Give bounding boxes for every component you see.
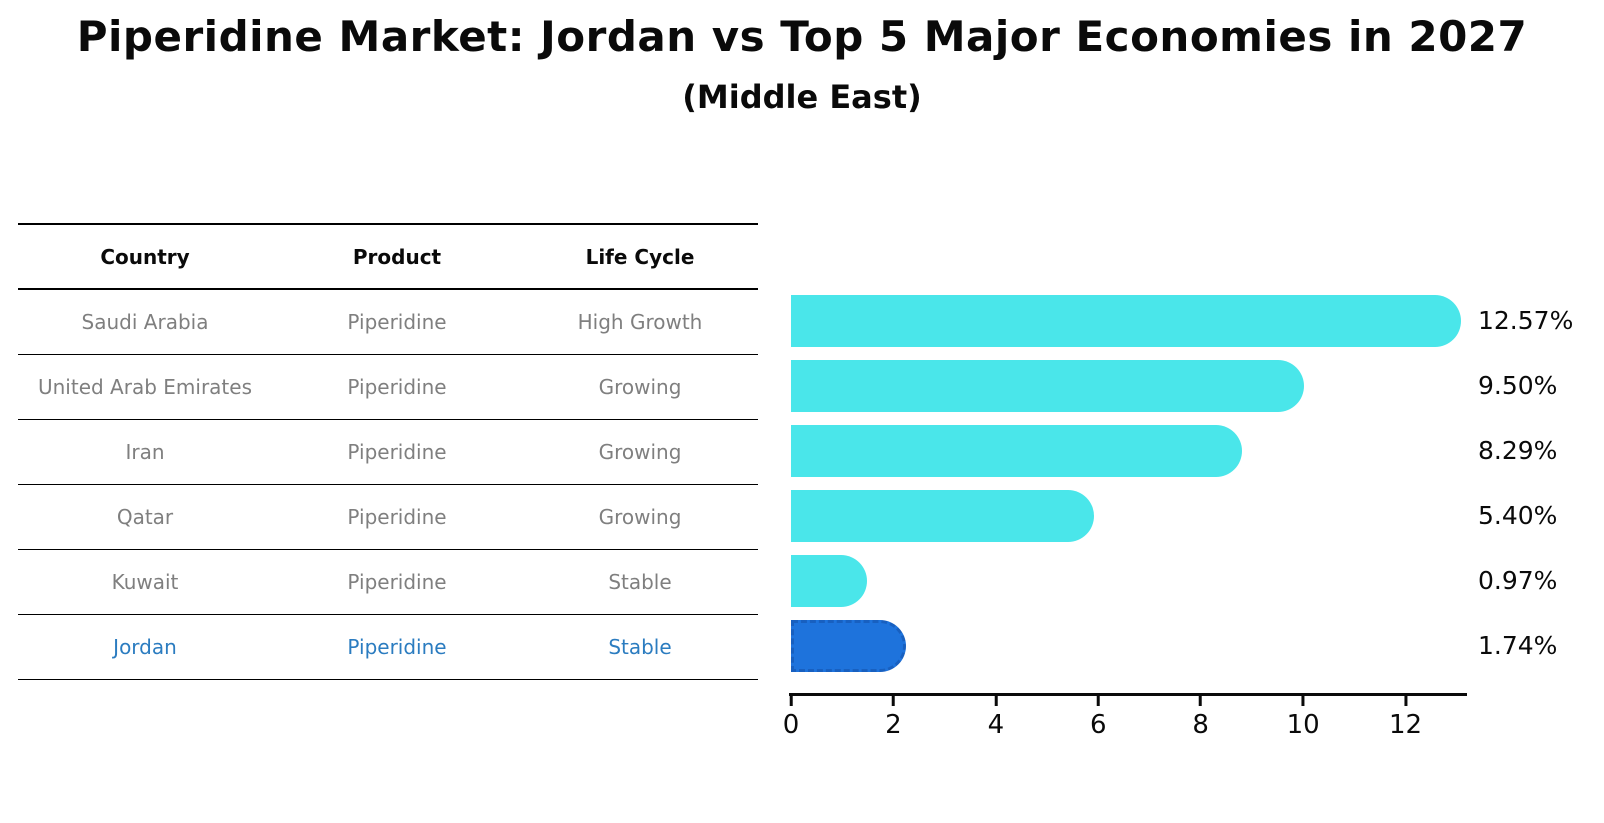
bar-chart-plot-area <box>791 288 1467 678</box>
column-header-life-cycle: Life Cycle <box>585 244 695 269</box>
tick-mark <box>891 696 895 706</box>
value-label-iran: 8.29% <box>1478 436 1558 465</box>
tick-mark <box>789 696 793 706</box>
table-row: Qatar Piperidine Growing <box>18 485 758 550</box>
country-info-table: Country Product Life Cycle Saudi Arabia … <box>18 223 758 680</box>
column-header-country: Country <box>100 244 190 269</box>
tick-mark <box>994 696 998 706</box>
bar-row <box>791 288 1467 353</box>
tick-mark <box>1096 696 1100 706</box>
tick-mark <box>1301 696 1305 706</box>
cell-product: Piperidine <box>347 505 447 529</box>
x-tick: 0 <box>782 696 800 740</box>
cell-product: Piperidine <box>347 635 447 659</box>
bar-saudi-arabia <box>791 294 1461 347</box>
cell-product: Piperidine <box>347 375 447 399</box>
cell-life-cycle: Growing <box>598 505 682 529</box>
chart-title: Piperidine Market: Jordan vs Top 5 Major… <box>76 12 1528 61</box>
value-labels: 12.57% 9.50% 8.29% 5.40% 0.97% 1.74% <box>1478 288 1598 678</box>
x-tick: 4 <box>987 696 1005 740</box>
chart-subtitle: (Middle East) <box>682 78 922 116</box>
bar-row <box>791 613 1467 678</box>
bar-row <box>791 418 1467 483</box>
bar-row <box>791 483 1467 548</box>
x-tick: 10 <box>1287 696 1320 740</box>
cell-country: United Arab Emirates <box>37 375 252 399</box>
table-row-jordan-highlighted: Jordan Piperidine Stable <box>18 615 758 680</box>
x-tick: 8 <box>1192 696 1209 740</box>
cell-country: Jordan <box>113 635 177 659</box>
tick-label: 6 <box>1089 710 1107 740</box>
tick-label: 0 <box>782 710 800 740</box>
value-label-saudi-arabia: 12.57% <box>1478 306 1574 335</box>
x-tick: 6 <box>1090 696 1107 740</box>
table-row: United Arab Emirates Piperidine Growing <box>18 355 758 420</box>
tick-label: 4 <box>987 710 1005 740</box>
tick-mark <box>1404 696 1408 706</box>
value-label-qatar: 5.40% <box>1478 501 1558 530</box>
bar-qatar <box>791 489 1094 542</box>
bar-iran <box>791 424 1242 477</box>
cell-life-cycle: Growing <box>598 375 682 399</box>
cell-country: Iran <box>125 440 165 464</box>
column-header-product: Product <box>352 244 442 269</box>
x-axis-line <box>789 693 1467 696</box>
cell-life-cycle: High Growth <box>577 310 703 334</box>
tick-label: 8 <box>1192 710 1209 740</box>
cell-life-cycle: Stable <box>608 635 672 659</box>
cell-life-cycle: Growing <box>598 440 682 464</box>
table-row: Iran Piperidine Growing <box>18 420 758 485</box>
value-label-united-arab-emirates: 9.50% <box>1478 371 1558 400</box>
cell-product: Piperidine <box>347 440 447 464</box>
value-label-kuwait: 0.97% <box>1478 566 1558 595</box>
cell-life-cycle: Stable <box>608 570 672 594</box>
cell-country: Kuwait <box>111 570 179 594</box>
value-label-jordan: 1.74% <box>1478 631 1558 660</box>
x-axis-ticks: 0 2 4 6 8 10 12 <box>783 696 1467 756</box>
cell-country: Saudi Arabia <box>81 310 209 334</box>
table-row: Kuwait Piperidine Stable <box>18 550 758 615</box>
bar-row <box>791 548 1467 613</box>
tick-mark <box>1199 696 1203 706</box>
bar-kuwait <box>791 554 867 607</box>
cell-country: Qatar <box>116 505 174 529</box>
table-row: Saudi Arabia Piperidine High Growth <box>18 290 758 355</box>
tick-label: 10 <box>1286 710 1320 740</box>
x-tick: 12 <box>1389 696 1422 740</box>
x-tick: 2 <box>885 696 902 740</box>
cell-product: Piperidine <box>347 570 447 594</box>
cell-product: Piperidine <box>347 310 447 334</box>
bar-united-arab-emirates <box>791 359 1304 412</box>
bar-row <box>791 353 1467 418</box>
tick-label: 2 <box>885 710 902 740</box>
bar-jordan-highlighted <box>791 619 907 672</box>
tick-label: 12 <box>1388 710 1423 740</box>
table-header-row: Country Product Life Cycle <box>18 225 758 290</box>
